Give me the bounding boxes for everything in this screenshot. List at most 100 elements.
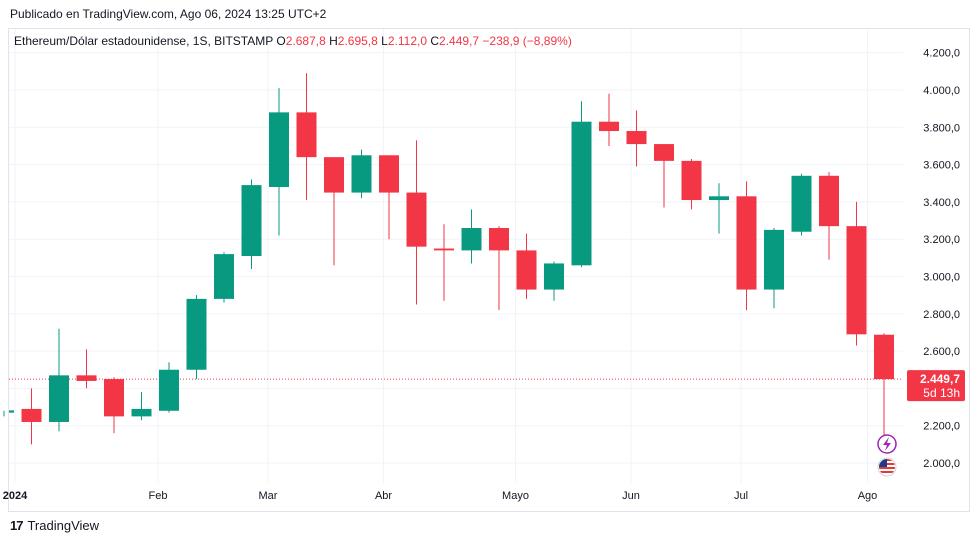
published-note: Publicado en TradingView.com, Ago 06, 20… xyxy=(10,7,327,21)
us-flag-icon[interactable] xyxy=(877,457,897,477)
price-tick-label: 3.400,0 xyxy=(923,197,960,209)
bar-countdown: 5d 13h xyxy=(923,386,960,400)
candle[interactable] xyxy=(159,362,179,413)
candle[interactable] xyxy=(489,226,509,311)
candle[interactable] xyxy=(76,349,97,389)
price-tick-label: 4.000,0 xyxy=(923,85,960,97)
close-label: C xyxy=(430,34,440,48)
candle[interactable] xyxy=(379,155,399,240)
candle-body xyxy=(599,121,619,132)
candle-body xyxy=(764,229,784,290)
candle-body xyxy=(21,408,42,422)
candle[interactable] xyxy=(241,179,262,270)
candle-body xyxy=(626,131,647,145)
open-label: O xyxy=(276,34,286,48)
candle-body xyxy=(461,228,482,251)
price-tick-label: 2.000,0 xyxy=(923,458,960,470)
candle-body xyxy=(351,155,372,193)
candle[interactable] xyxy=(599,93,619,146)
candle[interactable] xyxy=(406,140,427,305)
candle[interactable] xyxy=(104,377,124,434)
candle[interactable] xyxy=(846,201,867,346)
candle[interactable] xyxy=(21,388,42,445)
candle-body xyxy=(324,157,344,193)
high-value: 2.695,8 xyxy=(337,34,378,48)
chart-frame[interactable] xyxy=(8,28,970,512)
candle-body xyxy=(406,192,427,247)
time-axis: 2024 Feb Mar Abr Mayo Jun Jul Ago xyxy=(3,490,878,502)
candle[interactable] xyxy=(736,181,757,311)
chart-legend: Ethereum/Dólar estadounidense, 1S, BITST… xyxy=(14,34,572,48)
candle-body xyxy=(791,175,812,232)
candle-body xyxy=(434,248,454,251)
tradingview-logo-icon: 17 xyxy=(10,518,24,533)
candle[interactable] xyxy=(791,173,812,236)
candle-body xyxy=(709,196,729,201)
time-tick-label: Mar xyxy=(259,490,278,502)
close-value: 2.449,7 xyxy=(439,34,480,48)
candle[interactable] xyxy=(819,172,839,260)
price-tick-label: 3.000,0 xyxy=(923,272,960,284)
lightning-icon[interactable] xyxy=(877,434,897,454)
candle[interactable] xyxy=(434,224,454,301)
change-value: −238,9 (−8,89%) xyxy=(482,34,572,48)
candle[interactable] xyxy=(269,88,289,236)
candle-body xyxy=(104,379,124,417)
candle-body xyxy=(571,121,592,266)
candle[interactable] xyxy=(626,110,647,167)
price-tick-label: 2.800,0 xyxy=(923,309,960,321)
candle-body xyxy=(736,196,757,290)
time-tick-label: Jul xyxy=(734,490,748,502)
candle[interactable] xyxy=(571,101,592,268)
open-value: 2.687,8 xyxy=(285,34,326,48)
time-tick-label: Jun xyxy=(622,490,640,502)
candle[interactable] xyxy=(516,233,537,299)
candle[interactable] xyxy=(131,392,152,421)
candle-body xyxy=(489,228,509,251)
price-tick-label: 2.200,0 xyxy=(923,421,960,433)
time-tick-label: Feb xyxy=(149,490,168,502)
price-tick-label: 3.600,0 xyxy=(923,160,960,172)
candle[interactable] xyxy=(461,209,482,264)
last-price-value: 2.449,7 xyxy=(920,372,960,386)
candle-body xyxy=(159,369,179,411)
candle[interactable] xyxy=(214,252,234,303)
candle-body xyxy=(9,410,14,413)
price-axis: 2.000,02.200,02.400,02.600,02.800,03.000… xyxy=(923,48,960,470)
candle-body xyxy=(819,175,839,227)
candle[interactable] xyxy=(654,144,674,208)
candle[interactable] xyxy=(296,73,317,201)
price-tick-label: 3.800,0 xyxy=(923,122,960,134)
candle-body xyxy=(269,112,289,187)
candle-body xyxy=(846,226,867,335)
grid-lines xyxy=(9,29,903,483)
low-label: L xyxy=(381,34,388,48)
candle-body xyxy=(186,298,207,370)
candle-body xyxy=(241,185,262,256)
candle[interactable] xyxy=(49,328,69,432)
candle-body xyxy=(49,375,69,422)
candle[interactable] xyxy=(3,410,14,417)
candle[interactable] xyxy=(764,228,784,309)
time-tick-label: Mayo xyxy=(502,490,529,502)
candle-body xyxy=(76,375,97,381)
candle[interactable] xyxy=(351,149,372,199)
candle[interactable] xyxy=(324,157,344,266)
tradingview-brand[interactable]: 17 TradingView xyxy=(10,518,99,533)
candle-body xyxy=(874,334,894,380)
price-tick-label: 3.200,0 xyxy=(923,234,960,246)
candle-body xyxy=(681,160,702,201)
candle[interactable] xyxy=(709,183,729,234)
low-value: 2.112,0 xyxy=(387,34,428,48)
time-tick-label: 2024 xyxy=(3,490,28,502)
candle[interactable] xyxy=(681,159,702,210)
price-tick-label: 4.200,0 xyxy=(923,48,960,60)
candle[interactable] xyxy=(544,261,564,301)
candle[interactable] xyxy=(186,295,207,380)
candle-body xyxy=(131,408,152,417)
time-tick-label: Ago xyxy=(858,490,878,502)
candle[interactable] xyxy=(874,333,894,443)
candles xyxy=(3,73,894,445)
candle-body xyxy=(544,263,564,290)
